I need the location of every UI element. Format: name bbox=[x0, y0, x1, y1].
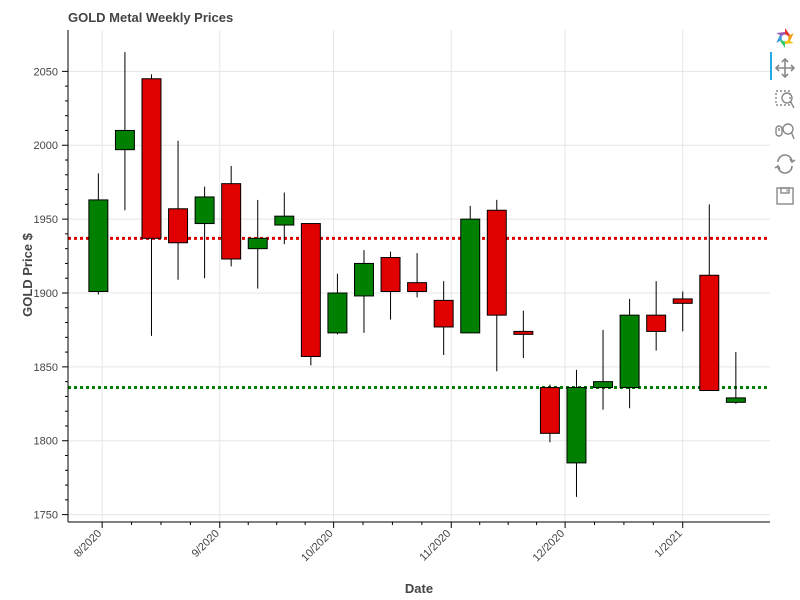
box-zoom-icon[interactable] bbox=[773, 88, 797, 112]
y-tick-label: 2000 bbox=[34, 140, 58, 152]
candle-body bbox=[513, 330, 534, 335]
y-axis-label: GOLD Price $ bbox=[20, 232, 35, 317]
candle bbox=[646, 281, 667, 351]
candle bbox=[566, 369, 587, 497]
candle-body bbox=[88, 199, 109, 293]
candle-body bbox=[168, 208, 189, 244]
wheel-zoom-icon[interactable] bbox=[773, 120, 797, 144]
candle-body bbox=[380, 257, 401, 293]
candle bbox=[539, 384, 560, 443]
candle-body bbox=[646, 314, 667, 332]
candle bbox=[513, 310, 534, 358]
candle bbox=[672, 291, 693, 332]
candle-body bbox=[300, 223, 321, 358]
y-tick-label: 1800 bbox=[34, 436, 58, 448]
save-icon[interactable] bbox=[773, 184, 797, 208]
candle bbox=[274, 192, 295, 245]
candle-body bbox=[247, 237, 268, 250]
candle-body bbox=[539, 387, 560, 434]
candle bbox=[300, 223, 321, 366]
x-tick-label: 8/2020 bbox=[72, 528, 104, 560]
candle bbox=[486, 199, 507, 372]
candles bbox=[88, 52, 746, 497]
candle bbox=[327, 273, 348, 335]
x-tick-label: 10/2020 bbox=[299, 528, 336, 565]
candle-body bbox=[274, 215, 295, 226]
y-tick-label: 1750 bbox=[34, 510, 58, 522]
y-tick-label: 2050 bbox=[34, 66, 58, 78]
candle bbox=[194, 186, 215, 279]
reset-icon[interactable] bbox=[773, 152, 797, 176]
candle-body bbox=[407, 282, 428, 293]
candle bbox=[353, 250, 374, 333]
active-tool-indicator bbox=[770, 52, 772, 80]
chart-toolbar bbox=[770, 24, 800, 224]
y-tick-label: 1950 bbox=[34, 214, 58, 226]
pan-icon[interactable] bbox=[773, 56, 797, 80]
x-tick-label: 12/2020 bbox=[531, 528, 568, 565]
candle bbox=[593, 329, 614, 410]
candle-body bbox=[672, 298, 693, 304]
candle-body bbox=[221, 183, 242, 260]
candle bbox=[407, 253, 428, 298]
candle-body bbox=[327, 292, 348, 334]
candle-body bbox=[194, 196, 215, 225]
candle-body bbox=[699, 274, 720, 392]
candle-body bbox=[593, 381, 614, 389]
candle-body bbox=[141, 78, 162, 239]
candle bbox=[168, 140, 189, 280]
candle-body bbox=[619, 314, 640, 389]
candle bbox=[433, 281, 454, 356]
reference-lines bbox=[68, 236, 770, 390]
chart-title: GOLD Metal Weekly Prices bbox=[68, 10, 233, 25]
candle bbox=[247, 199, 268, 289]
y-tick-label: 1900 bbox=[34, 288, 58, 300]
candle bbox=[699, 204, 720, 392]
y-tick-label: 1850 bbox=[34, 362, 58, 374]
candle bbox=[221, 165, 242, 267]
candle-body bbox=[486, 209, 507, 316]
candle-body bbox=[114, 129, 135, 151]
candle-body bbox=[725, 397, 746, 403]
grid bbox=[68, 30, 770, 522]
candle bbox=[88, 173, 109, 295]
x-tick-label: 11/2020 bbox=[417, 528, 453, 564]
candle bbox=[380, 251, 401, 320]
candle bbox=[619, 298, 640, 409]
x-axis-label: Date bbox=[405, 581, 433, 596]
candle bbox=[141, 74, 162, 336]
candle-body bbox=[353, 262, 374, 297]
x-tick-label: 9/2020 bbox=[190, 528, 222, 560]
candle-body bbox=[566, 387, 587, 464]
candle bbox=[725, 352, 746, 404]
candle-body bbox=[460, 218, 481, 334]
candle-body bbox=[433, 299, 454, 328]
candle bbox=[460, 205, 481, 334]
candle bbox=[114, 52, 135, 211]
x-tick-label: 1/2021 bbox=[653, 528, 685, 560]
bokeh-logo-icon[interactable] bbox=[773, 26, 797, 50]
